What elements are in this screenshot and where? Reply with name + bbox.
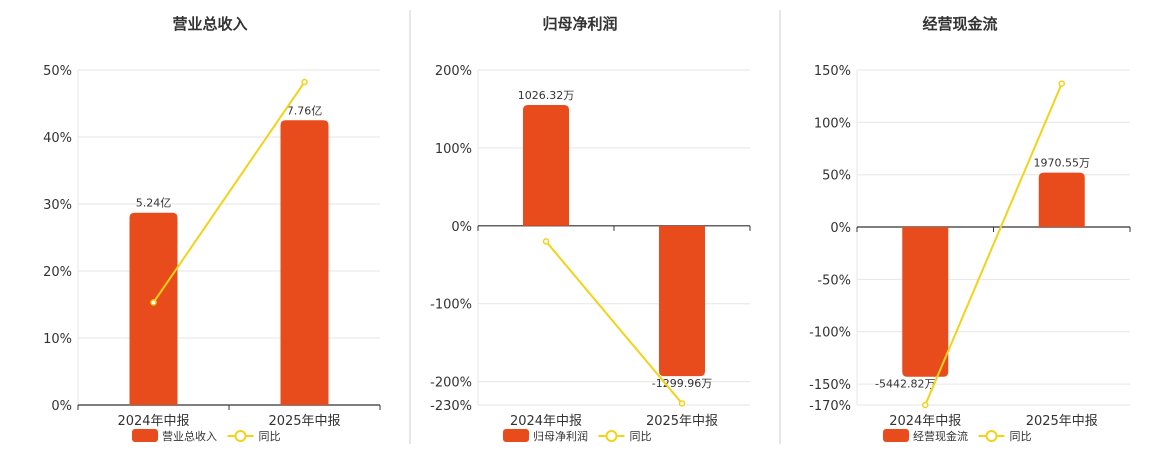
legend-bar-swatch (883, 429, 909, 442)
y-tick-label: -170% (809, 399, 851, 414)
bar (129, 212, 178, 405)
x-category-label: 2025年中报 (646, 414, 718, 429)
bar (280, 120, 329, 405)
legend-line-marker (985, 430, 998, 442)
y-tick-label: 50% (43, 64, 72, 79)
line-point (150, 299, 157, 306)
bar (1038, 172, 1085, 228)
y-tick-label: 20% (43, 265, 72, 280)
legend-line-label: 同比 (630, 430, 652, 443)
y-tick-label: 150% (814, 64, 851, 79)
legend-bar-label: 归母净利润 (533, 429, 588, 443)
y-tick-label: 30% (43, 198, 72, 213)
chart-panel-3: 经营现金流 150% 100% 50% 0% -50% -100% -150% -170% -54… (809, 15, 1131, 443)
y-tick-label: 50% (822, 169, 851, 184)
legend-line-label: 同比 (259, 430, 281, 443)
legend-bar-label: 营业总收入 (162, 429, 217, 443)
y-tick-label: -100% (809, 326, 851, 341)
x-category-label: 2025年中报 (1026, 414, 1098, 429)
x-category-label: 2024年中报 (117, 414, 189, 429)
legend: 归母净利润 同比 (503, 429, 652, 443)
chart-title: 经营现金流 (922, 15, 997, 33)
legend-line-label: 同比 (1010, 430, 1032, 443)
chart-title: 归母净利润 (542, 15, 617, 33)
line-series (924, 83, 1063, 406)
bar-data-label: 1970.55万 (1034, 157, 1091, 170)
x-category-label: 2024年中报 (889, 414, 961, 429)
line-point (542, 238, 550, 245)
y-tick-label: 40% (43, 131, 72, 146)
y-tick-label: 100% (435, 142, 472, 157)
y-tick-label: -100% (430, 298, 472, 313)
legend-bar-label: 经营现金流 (913, 429, 968, 443)
y-tick-label: -200% (430, 376, 472, 391)
legend-line-marker (605, 430, 618, 442)
chart-title: 营业总收入 (172, 15, 247, 33)
x-category-label: 2025年中报 (268, 414, 340, 429)
bar-data-label: -5442.82万 (875, 378, 935, 391)
line-point (678, 400, 686, 407)
x-category-label: 2024年中报 (510, 414, 582, 429)
y-tick-label: 10% (43, 332, 72, 347)
y-tick-label: 0% (830, 221, 851, 236)
y-tick-label: -50% (817, 273, 851, 288)
line-point (1058, 80, 1065, 87)
y-tick-label: 200% (435, 64, 472, 79)
chart-panel-2: 归母净利润200%100%0%-100%-200%-230%1026.32万-1… (430, 15, 751, 443)
bar-data-label: 5.24亿 (136, 197, 172, 210)
line-point (922, 401, 929, 409)
chart-panel-1: 营业总收入 50% 40% 30% 20% 10% 0% 5.24亿 7.76亿 2024年中报 2… (43, 15, 381, 443)
y-tick-label: 100% (814, 116, 851, 131)
bar (902, 227, 949, 377)
legend: 经营现金流 同比 (883, 429, 1032, 443)
legend-bar-swatch (503, 429, 529, 442)
line-point (301, 78, 308, 86)
bar (659, 225, 705, 377)
y-tick-label: -150% (809, 378, 851, 393)
y-tick-label: 0% (451, 220, 472, 235)
legend: 营业总收入 同比 (132, 429, 281, 443)
legend-line-marker (234, 430, 247, 442)
line-series (545, 240, 683, 405)
bar (523, 105, 569, 226)
y-tick-label: 0% (51, 399, 72, 414)
line-series (152, 81, 306, 304)
bar-data-label: 7.76亿 (287, 104, 323, 117)
y-tick-label: -230% (430, 399, 472, 414)
legend-bar-swatch (132, 429, 158, 442)
bar-data-label: 1026.32万 (518, 89, 575, 102)
